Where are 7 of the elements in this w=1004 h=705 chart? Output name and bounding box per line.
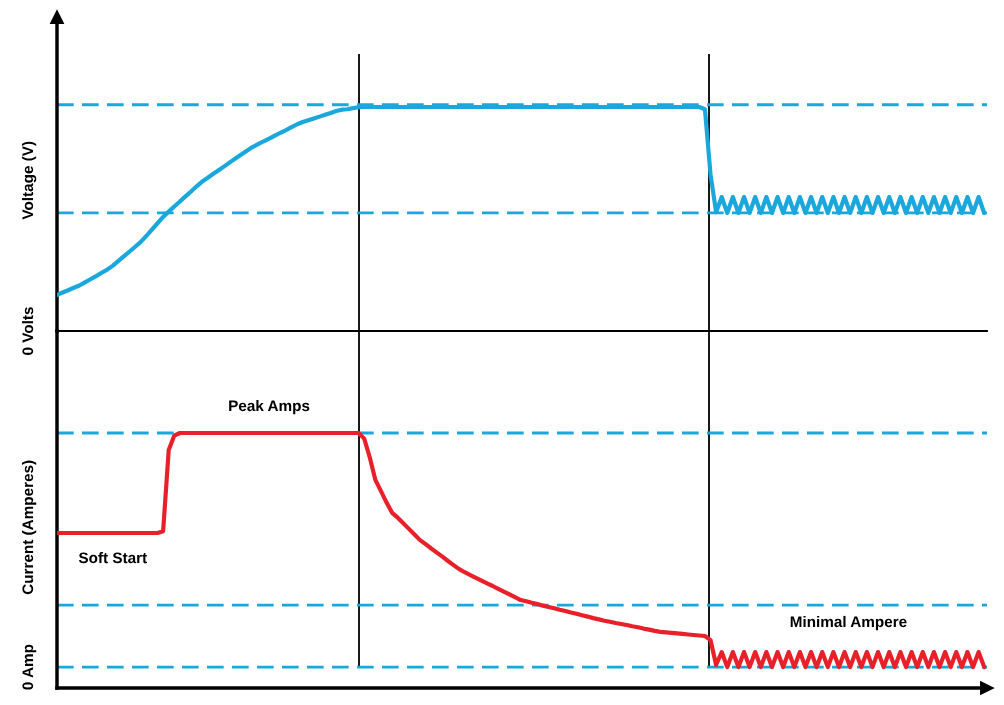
text: Peak Amps bbox=[229, 399, 310, 415]
annotation: Soft Start bbox=[78, 552, 147, 564]
annotation: Minimal Ampere bbox=[790, 615, 907, 631]
ref-line-label: 0 Amp bbox=[22, 644, 37, 690]
y-axis-title: Voltage (V) bbox=[21, 141, 37, 220]
y-axis-title: Current (Amperes) bbox=[21, 460, 37, 595]
text: 0 Volts bbox=[21, 307, 34, 355]
